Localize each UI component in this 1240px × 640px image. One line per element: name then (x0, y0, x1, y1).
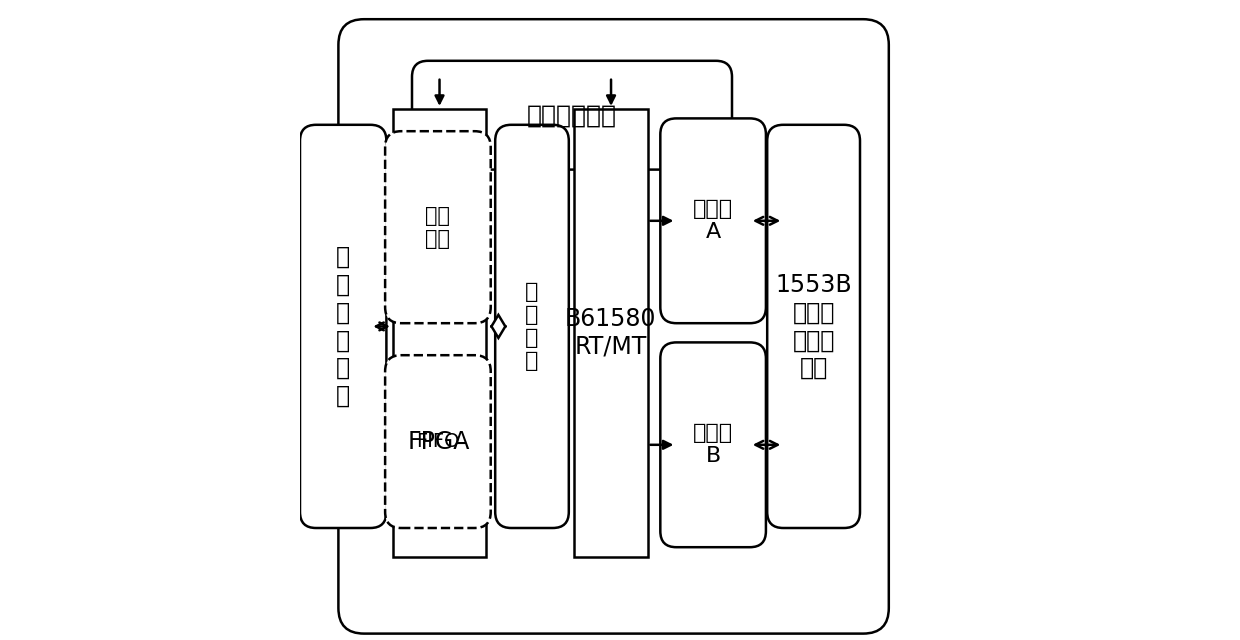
Text: 电源管理模块: 电源管理模块 (527, 103, 618, 127)
Polygon shape (491, 315, 506, 338)
FancyBboxPatch shape (412, 61, 732, 170)
Text: FPGA: FPGA (408, 429, 470, 454)
FancyBboxPatch shape (339, 19, 889, 634)
FancyBboxPatch shape (574, 109, 647, 557)
Text: 数据
处理: 数据 处理 (425, 205, 450, 249)
Text: 1553B
总线通
信测试
平台: 1553B 总线通 信测试 平台 (775, 273, 852, 380)
FancyBboxPatch shape (386, 131, 491, 323)
Text: 电
平
转
换: 电 平 转 换 (526, 282, 538, 371)
Text: B61580
RT/MT: B61580 RT/MT (565, 307, 656, 358)
FancyBboxPatch shape (393, 109, 486, 557)
Text: 变压器
B: 变压器 B (693, 423, 733, 467)
FancyBboxPatch shape (386, 355, 491, 528)
FancyBboxPatch shape (768, 125, 861, 528)
FancyBboxPatch shape (661, 118, 766, 323)
FancyBboxPatch shape (495, 125, 569, 528)
Text: 变压器
A: 变压器 A (693, 199, 733, 243)
Text: 数
据
通
信
接
口: 数 据 通 信 接 口 (336, 245, 350, 408)
Text: FIFO: FIFO (417, 432, 460, 451)
FancyBboxPatch shape (661, 342, 766, 547)
FancyBboxPatch shape (300, 125, 387, 528)
